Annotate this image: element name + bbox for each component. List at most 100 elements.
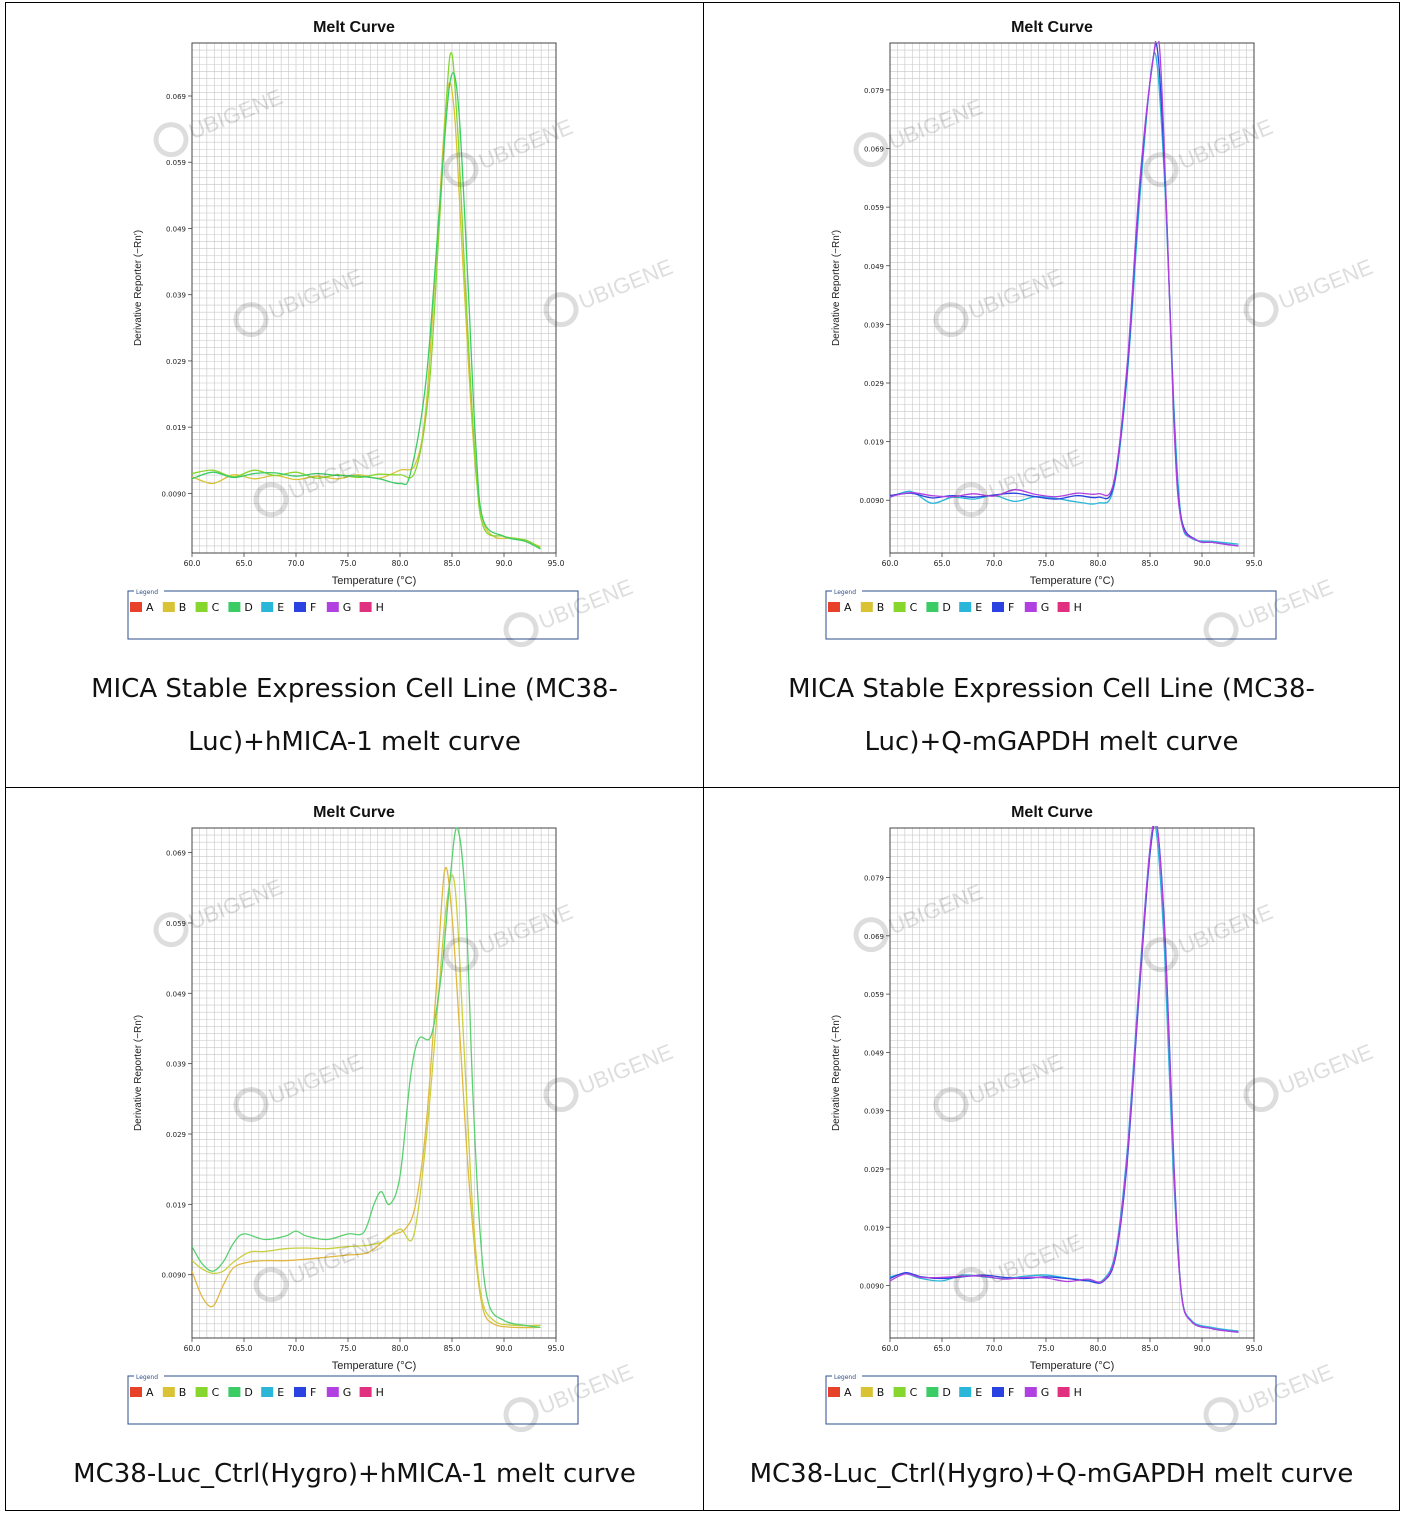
melt-curve-chart: Melt Curve 60.0 65.0 70.0 75.0 80.0 85.0 90.0 95… — [825, 804, 1277, 1425]
melt-curve-line — [192, 827, 541, 1329]
y-tick-label: 0.069 — [864, 146, 884, 154]
y-tick-label: 0.019 — [166, 1201, 186, 1209]
plot-frame — [191, 42, 557, 554]
legend: Legend A B C D E F G H — [127, 587, 579, 640]
x-tick-label: 80.0 — [1090, 559, 1107, 568]
x-axis-label: Temperature (°C) — [1030, 1360, 1114, 1372]
legend-swatch — [959, 1387, 972, 1397]
series-group — [890, 41, 1239, 547]
legend-label: G — [1041, 1386, 1050, 1399]
legend-swatch — [195, 1387, 208, 1397]
chart-title: Melt Curve — [1011, 19, 1093, 36]
panel-bottom-right: Melt Curve 60.0 65.0 70.0 75.0 80.0 85.0 90.0 95… — [704, 788, 1400, 1511]
x-tick-label: 65.0 — [236, 559, 253, 568]
panel-caption: MICA Stable Expression Cell Line (MC38-L… — [91, 674, 618, 757]
legend-swatch — [992, 1387, 1004, 1397]
y-tick-label: 0.039 — [166, 292, 186, 300]
legend-swatch — [1057, 1387, 1070, 1397]
y-tick-label: 0.0090 — [860, 497, 885, 505]
legend-label: E — [277, 601, 284, 614]
legend-swatch — [162, 1387, 175, 1397]
legend-swatch — [294, 1387, 306, 1397]
legend-label: B — [179, 1386, 187, 1399]
y-tick-label: 0.079 — [864, 875, 884, 883]
legend-swatch — [926, 1387, 939, 1397]
y-tick-label: 0.039 — [864, 321, 884, 329]
melt-curve-line — [192, 874, 541, 1327]
x-tick-label: 80.0 — [392, 559, 409, 568]
legend: Legend A B C D E F G H — [127, 1372, 579, 1425]
y-tick-label: 0.049 — [166, 990, 186, 998]
legend-swatch — [992, 602, 1004, 612]
legend-label: C — [910, 1386, 918, 1399]
y-tick-label: 0.029 — [864, 380, 884, 388]
panel-bottom-left: Melt Curve 60.0 65.0 70.0 75.0 80.0 85.0 90.0 95… — [6, 788, 704, 1511]
legend-label: D — [942, 601, 950, 614]
x-tick-label: 70.0 — [288, 559, 305, 568]
y-tick-label: 0.019 — [166, 424, 186, 432]
legend-label: C — [212, 601, 220, 614]
legend-label: B — [179, 601, 187, 614]
legend-title: Legend — [834, 589, 856, 596]
y-tick-label: 0.079 — [864, 87, 884, 95]
melt-curve-chart: Melt Curve 60.0 65.0 70.0 75.0 80.0 85.0 90.0 95… — [825, 19, 1277, 640]
x-tick-label: 70.0 — [986, 1344, 1003, 1353]
x-tick-label: 60.0 — [184, 559, 201, 568]
legend-title: Legend — [834, 1374, 856, 1381]
y-tick-label: 0.059 — [864, 204, 884, 212]
x-axis-label: Temperature (°C) — [1030, 575, 1114, 587]
legend-label: A — [844, 601, 852, 614]
y-tick-label: 0.049 — [864, 263, 884, 271]
x-tick-label: 70.0 — [288, 1344, 305, 1353]
y-axis-label: Derivative Reporter (−Rn′) — [831, 1015, 842, 1131]
legend-swatch — [261, 602, 274, 612]
legend-swatch — [959, 602, 972, 612]
panel-top-left: Melt Curve 60.0 65.0 70.0 75.0 80.0 85.0 90.0 95… — [6, 3, 704, 788]
legend-label: B — [877, 601, 885, 614]
y-tick-label: 0.0090 — [162, 1272, 187, 1280]
x-tick-label: 85.0 — [444, 1344, 461, 1353]
x-tick-label: 75.0 — [340, 1344, 357, 1353]
legend-box — [127, 590, 579, 640]
x-tick-label: 65.0 — [236, 1344, 253, 1353]
legend-label: G — [343, 1386, 352, 1399]
plot-frame — [191, 827, 557, 1339]
legend-swatch — [162, 602, 175, 612]
series-group — [192, 52, 541, 550]
x-tick-label: 90.0 — [1194, 1344, 1211, 1353]
legend-label: G — [1041, 601, 1050, 614]
legend-swatch — [359, 602, 372, 612]
y-tick-label: 0.059 — [864, 991, 884, 999]
legend-label: C — [910, 601, 918, 614]
y-tick-label: 0.019 — [864, 1224, 884, 1232]
x-tick-label: 90.0 — [496, 1344, 513, 1353]
legend-swatch — [1057, 602, 1070, 612]
plot-frame — [889, 827, 1255, 1339]
legend: Legend A B C D E F G H — [825, 587, 1277, 640]
y-tick-label: 0.069 — [864, 933, 884, 941]
legend-swatch — [1024, 602, 1037, 612]
x-tick-label: 65.0 — [934, 1344, 951, 1353]
x-axis-label: Temperature (°C) — [332, 575, 416, 587]
legend-swatch — [130, 602, 142, 612]
melt-curve-line — [192, 867, 541, 1329]
grid-lines — [191, 827, 557, 1339]
y-tick-label: 0.039 — [166, 1061, 186, 1069]
legend-label: E — [975, 601, 982, 614]
legend-swatch — [1024, 1387, 1037, 1397]
x-axis-label: Temperature (°C) — [332, 1360, 416, 1372]
panel-caption: MC38-Luc_Ctrl(Hygro)+Q-mGAPDH melt curve — [749, 1459, 1354, 1489]
y-tick-label: 0.069 — [166, 93, 186, 101]
legend-box — [825, 590, 1277, 640]
legend-label: A — [146, 1386, 154, 1399]
melt-curve-chart: Melt Curve 60.0 65.0 70.0 75.0 80.0 85.0 90.0 95… — [127, 19, 579, 640]
legend-label: F — [310, 601, 316, 614]
chart-title: Melt Curve — [313, 804, 395, 821]
x-tick-label: 75.0 — [1038, 1344, 1055, 1353]
panel-caption: MC38-Luc_Ctrl(Hygro)+hMICA-1 melt curve — [73, 1459, 636, 1489]
legend-swatch — [326, 602, 339, 612]
grid-lines — [889, 827, 1255, 1339]
legend-swatch — [860, 1387, 873, 1397]
x-tick-label: 90.0 — [1194, 559, 1211, 568]
legend-label: H — [1074, 1386, 1082, 1399]
